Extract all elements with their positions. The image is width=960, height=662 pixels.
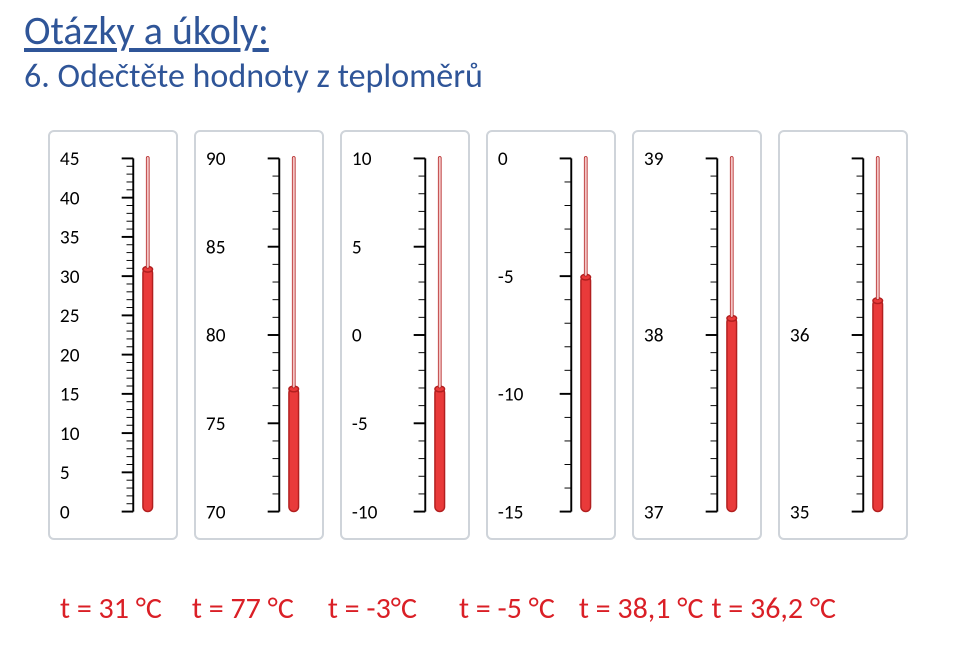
answer-value: t = 36,2 °C: [711, 590, 836, 627]
thermometer-card: -10 -5 0 5 10: [340, 130, 470, 540]
page-title: Otázky a úkoly:: [24, 6, 269, 55]
svg-text:30: 30: [60, 266, 80, 289]
svg-text:35: 35: [790, 501, 810, 520]
svg-text:38: 38: [644, 325, 664, 348]
svg-text:10: 10: [352, 150, 372, 171]
svg-text:15: 15: [60, 384, 80, 407]
svg-text:-10: -10: [498, 384, 524, 407]
svg-text:40: 40: [60, 187, 80, 210]
mercury-column: [873, 300, 883, 512]
answer-value: t = 77 °C: [192, 590, 294, 627]
thermometer-svg: 37 38 39: [642, 150, 752, 520]
answer-value: t = 31 °C: [60, 590, 162, 627]
svg-text:37: 37: [644, 501, 664, 520]
svg-text:80: 80: [206, 325, 226, 348]
thermometer-card: 35 36: [778, 130, 908, 540]
svg-text:5: 5: [60, 462, 70, 485]
mercury-column: [727, 317, 737, 511]
answer-value: t = -3°C: [328, 590, 417, 627]
thermometer-scale: -15 -10 -5 0: [496, 150, 606, 520]
thermometer-card: 70 75 80 85 90: [194, 130, 324, 540]
svg-text:85: 85: [206, 236, 226, 259]
svg-text:70: 70: [206, 501, 226, 520]
svg-text:10: 10: [60, 423, 80, 446]
svg-text:36: 36: [790, 325, 810, 348]
svg-text:25: 25: [60, 305, 80, 328]
thermometer-card: 37 38 39: [632, 130, 762, 540]
thermometer-scale: 70 75 80 85 90: [204, 150, 314, 520]
thermometer-scale: 35 36: [788, 150, 898, 520]
thermometer-svg: -15 -10 -5 0: [496, 150, 606, 520]
svg-text:0: 0: [498, 150, 508, 171]
mercury-column: [143, 268, 153, 511]
svg-text:-10: -10: [352, 501, 378, 520]
thermometer-row: 0 5 10 15 20 25 30 35 40 45 70 75 80 85 90 -10 -5 0 5 10 -15…: [48, 130, 928, 540]
svg-text:90: 90: [206, 150, 226, 171]
mercury-column: [581, 276, 591, 511]
thermometer-card: 0 5 10 15 20 25 30 35 40 45: [48, 130, 178, 540]
svg-text:5: 5: [352, 236, 362, 259]
svg-text:-15: -15: [498, 501, 523, 520]
mercury-column: [435, 388, 445, 512]
thermometer-svg: 0 5 10 15 20 25 30 35 40 45: [58, 150, 168, 520]
answer-value: t = -5 °C: [459, 590, 555, 627]
thermometer-scale: 0 5 10 15 20 25 30 35 40 45: [58, 150, 168, 520]
thermometer-scale: 37 38 39: [642, 150, 752, 520]
mercury-column: [289, 388, 299, 512]
svg-text:45: 45: [60, 150, 80, 171]
svg-text:0: 0: [352, 325, 362, 348]
slide: Otázky a úkoly: 6. Odečtěte hodnoty z te…: [0, 0, 960, 662]
svg-text:39: 39: [644, 150, 664, 171]
svg-text:-5: -5: [498, 266, 514, 289]
thermometer-svg: -10 -5 0 5 10: [350, 150, 460, 520]
svg-text:35: 35: [60, 227, 80, 250]
thermometer-svg: 35 36: [788, 150, 898, 520]
answer-row: t = 31 °C t = 77 °C t = -3°C t = -5 °C t = 3…: [60, 590, 930, 627]
svg-text:20: 20: [60, 344, 80, 367]
thermometer-card: -15 -10 -5 0: [486, 130, 616, 540]
page-subtitle: 6. Odečtěte hodnoty z teploměrů: [24, 56, 483, 97]
svg-text:0: 0: [60, 501, 70, 520]
svg-text:-5: -5: [352, 413, 368, 436]
svg-text:75: 75: [206, 413, 226, 436]
thermometer-svg: 70 75 80 85 90: [204, 150, 314, 520]
answer-value: t = 38,1 °C: [579, 590, 704, 627]
thermometer-scale: -10 -5 0 5 10: [350, 150, 460, 520]
